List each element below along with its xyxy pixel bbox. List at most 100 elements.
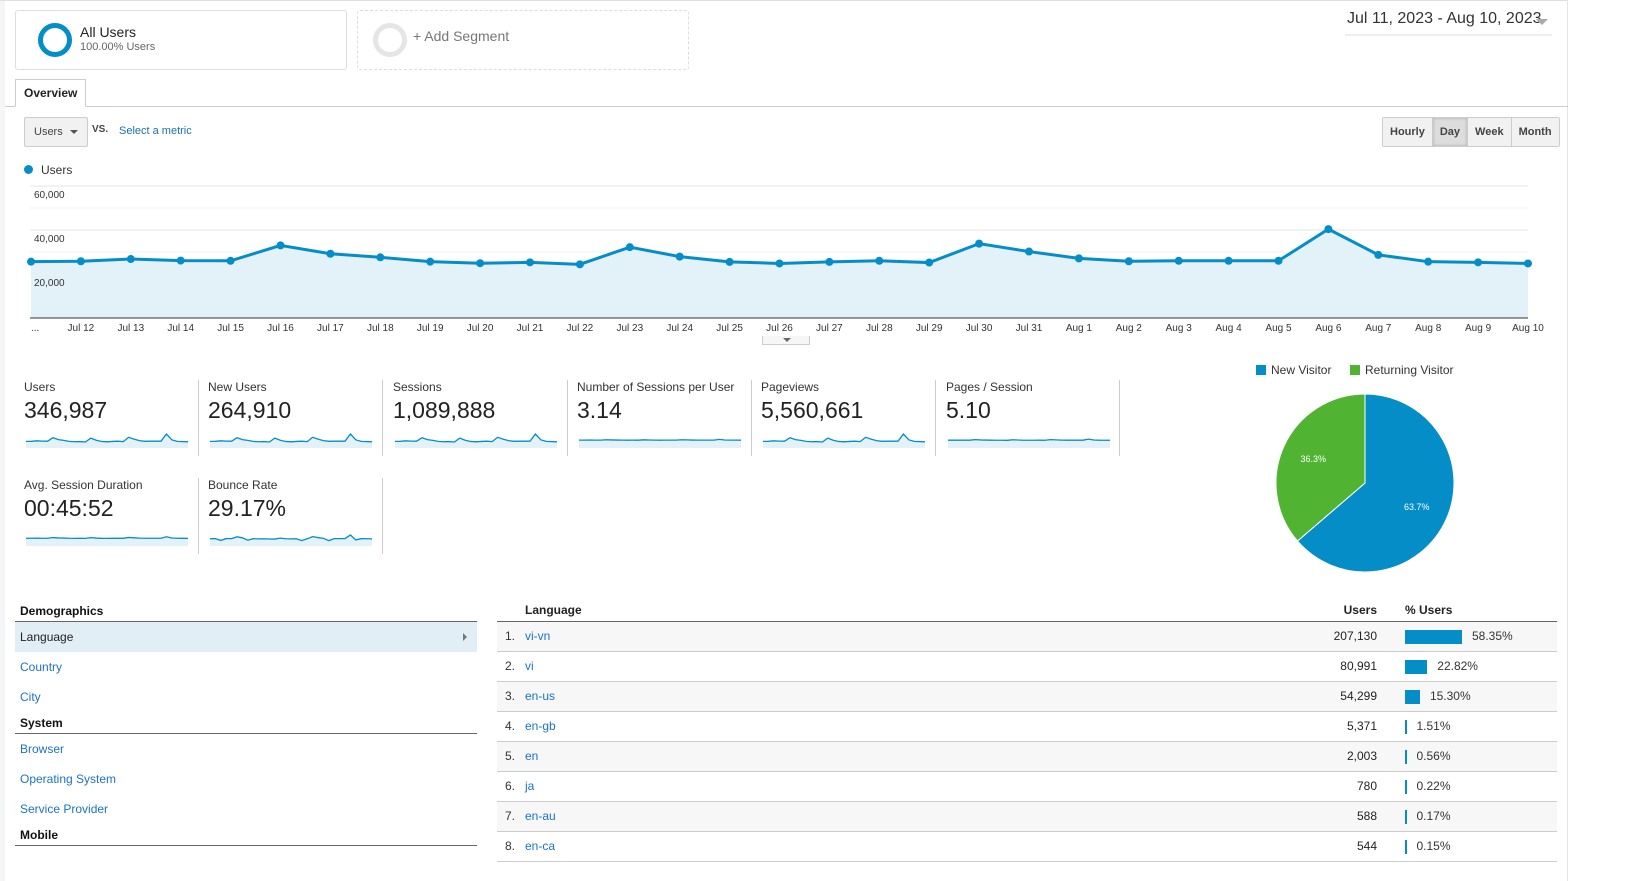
row-pct: 0.17% xyxy=(1416,809,1451,823)
add-segment-button[interactable]: + Add Segment xyxy=(357,10,689,70)
vs-label: VS. xyxy=(92,124,109,135)
metric-label: Bounce Rate xyxy=(208,478,278,492)
row-pct: 0.22% xyxy=(1416,779,1451,793)
pie-slice xyxy=(1296,393,1455,573)
metric-label: Pageviews xyxy=(761,380,820,394)
y-tick-label: 40,000 xyxy=(34,234,65,245)
row-pct: 0.56% xyxy=(1416,749,1451,763)
sparkline-line xyxy=(210,534,372,542)
row-language-link[interactable]: en xyxy=(525,749,539,763)
table-row: 5. en 2,003 0.56% xyxy=(497,742,1557,772)
data-point xyxy=(1224,256,1233,265)
row-pct-bar xyxy=(1405,630,1462,644)
row-language-link[interactable]: en-us xyxy=(525,689,556,703)
metric-tile[interactable]: Users 346,987 xyxy=(24,380,208,456)
data-point xyxy=(27,257,35,266)
metric-tile[interactable]: New Users 264,910 xyxy=(208,380,392,456)
nav-item-city[interactable]: City xyxy=(20,690,41,704)
tab-divider xyxy=(5,106,1568,107)
granularity-buttons: Hourly Day Week Month xyxy=(1382,117,1560,147)
sparkline-line xyxy=(210,432,372,443)
sparkline-line xyxy=(26,432,188,443)
row-language-link[interactable]: vi xyxy=(525,659,534,673)
row-language-link[interactable]: en-gb xyxy=(525,719,556,733)
x-tick-label: Jul 23 xyxy=(616,323,643,334)
metric-select[interactable]: Users xyxy=(24,117,88,147)
chart-collapse-handle[interactable] xyxy=(762,336,810,345)
metric-tile[interactable]: Number of Sessions per User 3.14 xyxy=(577,380,761,456)
nav-item-service-provider[interactable]: Service Provider xyxy=(20,802,109,816)
week-button[interactable]: Week xyxy=(1468,118,1512,146)
metric-tile[interactable]: Bounce Rate 29.17% xyxy=(208,478,392,554)
row-pct: 15.30% xyxy=(1429,689,1471,703)
sparkline-line xyxy=(395,432,557,443)
top-divider xyxy=(0,0,1568,1)
row-language-link[interactable]: ja xyxy=(525,779,535,793)
scrollbar[interactable] xyxy=(1567,0,1625,881)
sparkline-area xyxy=(763,434,925,448)
sparkline xyxy=(210,534,372,546)
metric-label: Avg. Session Duration xyxy=(24,478,143,492)
metric-label: Number of Sessions per User xyxy=(577,380,735,394)
data-point xyxy=(1174,256,1183,265)
sparkline xyxy=(210,432,372,448)
col-users[interactable]: Users xyxy=(1343,603,1377,617)
sparkline xyxy=(763,432,925,448)
metric-tile[interactable]: Sessions 1,089,888 xyxy=(393,380,577,456)
nav-item-country[interactable]: Country xyxy=(20,660,63,674)
metric-tile[interactable]: Pageviews 5,560,661 xyxy=(761,380,945,456)
row-pct: 0.15% xyxy=(1416,839,1451,853)
legend-swatch-icon xyxy=(1256,365,1266,375)
table-row: 2. vi 80,991 22.82% xyxy=(497,652,1557,682)
data-point xyxy=(625,243,634,252)
nav-item-operating-system[interactable]: Operating System xyxy=(20,772,117,786)
row-pct: 58.35% xyxy=(1472,629,1513,643)
x-tick-label: Aug 6 xyxy=(1315,323,1342,334)
nav-item-language[interactable]: Language xyxy=(15,622,477,652)
data-point xyxy=(1324,225,1333,234)
metric-value: 29.17% xyxy=(208,495,287,521)
tile-divider xyxy=(935,380,936,456)
metric-value: 5,560,661 xyxy=(761,397,864,423)
x-tick-label: Aug 1 xyxy=(1066,323,1093,334)
y-tick-label: 60,000 xyxy=(34,190,65,201)
data-point xyxy=(76,257,85,266)
data-point xyxy=(376,253,385,262)
data-point xyxy=(975,239,984,248)
metric-tile[interactable]: Pages / Session 5.10 xyxy=(946,380,1130,456)
hourly-button[interactable]: Hourly xyxy=(1383,118,1433,146)
chevron-down-icon xyxy=(70,130,78,134)
nav-item-browser[interactable]: Browser xyxy=(20,742,65,756)
row-language-link[interactable]: vi-vn xyxy=(525,629,551,643)
col-language[interactable]: Language xyxy=(525,603,582,617)
x-tick-label: Jul 22 xyxy=(567,323,594,334)
sparkline-area xyxy=(395,434,557,448)
tab-overview[interactable]: Overview xyxy=(15,79,87,107)
sparkline xyxy=(948,438,1110,448)
row-rank: 5. xyxy=(505,749,516,763)
day-button[interactable]: Day xyxy=(1432,118,1469,146)
metric-tile[interactable]: Avg. Session Duration 00:45:52 xyxy=(24,478,208,554)
row-language-link[interactable]: en-au xyxy=(525,809,556,823)
select-metric-link[interactable]: Select a metric xyxy=(119,125,192,137)
visitor-pie-chart: 63.7% 36.3% xyxy=(1275,393,1455,573)
sparkline-area xyxy=(579,439,741,448)
sparkline-area xyxy=(26,536,188,546)
segment-all-users[interactable]: All Users 100.00% Users xyxy=(15,10,347,70)
legend-label: New Visitor xyxy=(1271,363,1332,377)
row-pct-bar xyxy=(1405,780,1407,794)
row-users: 780 xyxy=(1356,779,1377,793)
left-nav: Demographics Language Country City Syste… xyxy=(15,602,477,846)
month-button[interactable]: Month xyxy=(1511,118,1559,146)
x-tick-label: Aug 7 xyxy=(1365,323,1392,334)
date-range-picker[interactable]: Jul 11, 2023 - Aug 10, 2023 xyxy=(1345,10,1552,36)
x-tick-label: Aug 9 xyxy=(1465,323,1492,334)
data-point xyxy=(1074,254,1083,263)
legend-label: Users xyxy=(41,163,73,177)
chart-legend: Users xyxy=(24,163,72,177)
row-language-link[interactable]: en-ca xyxy=(525,839,556,853)
x-tick-label: Jul 30 xyxy=(966,323,993,334)
row-rank: 6. xyxy=(505,779,516,793)
nav-heading-mobile: Mobile xyxy=(15,826,477,846)
tile-divider xyxy=(567,380,568,456)
